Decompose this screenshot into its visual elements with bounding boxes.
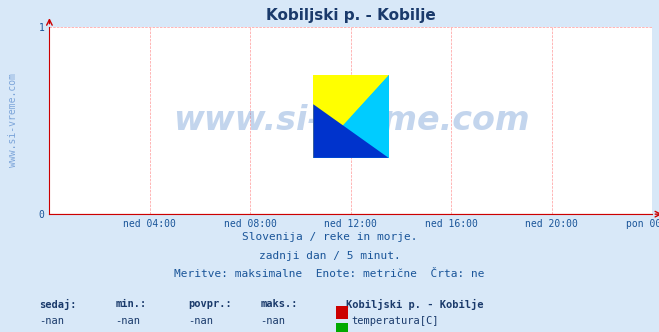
Text: temperatura[C]: temperatura[C]: [351, 316, 439, 326]
Text: www.si-vreme.com: www.si-vreme.com: [173, 104, 529, 137]
Text: zadnji dan / 5 minut.: zadnji dan / 5 minut.: [258, 251, 401, 261]
Text: -nan: -nan: [260, 316, 285, 326]
Text: -nan: -nan: [40, 316, 65, 326]
Polygon shape: [351, 75, 389, 117]
Text: Kobiljski p. - Kobilje: Kobiljski p. - Kobilje: [346, 299, 484, 310]
Bar: [313, 75, 389, 158]
Text: -nan: -nan: [188, 316, 213, 326]
Text: maks.:: maks.:: [260, 299, 298, 309]
Polygon shape: [351, 75, 389, 117]
Text: Slovenija / reke in morje.: Slovenija / reke in morje.: [242, 232, 417, 242]
Polygon shape: [313, 104, 389, 158]
Text: -nan: -nan: [115, 316, 140, 326]
Text: sedaj:: sedaj:: [40, 299, 77, 310]
Text: povpr.:: povpr.:: [188, 299, 231, 309]
Title: Kobiljski p. - Kobilje: Kobiljski p. - Kobilje: [266, 8, 436, 23]
Text: www.si-vreme.com: www.si-vreme.com: [9, 73, 18, 167]
Bar: [351, 117, 389, 158]
Polygon shape: [313, 75, 389, 158]
Text: min.:: min.:: [115, 299, 146, 309]
Text: Meritve: maksimalne  Enote: metrične  Črta: ne: Meritve: maksimalne Enote: metrične Črta…: [174, 269, 485, 279]
